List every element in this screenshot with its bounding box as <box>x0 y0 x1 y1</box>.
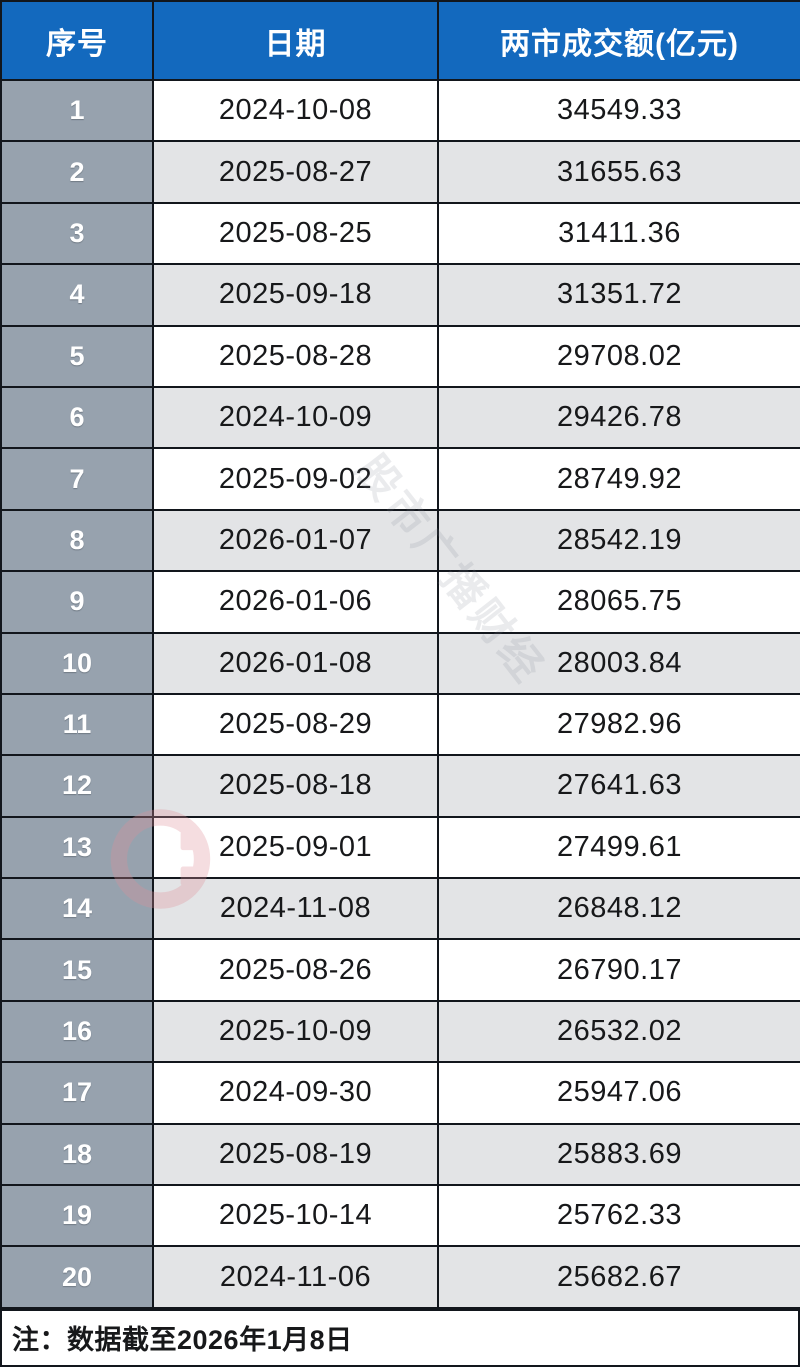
cell-amount: 25883.69 <box>437 1122 800 1187</box>
cell-date: 2024-11-06 <box>152 1245 439 1309</box>
table-row: 13 2025-09-01 27499.61 <box>0 815 800 880</box>
cell-date: 2025-08-29 <box>152 692 439 757</box>
cell-amount: 31655.63 <box>437 140 800 204</box>
cell-index: 10 <box>0 631 154 695</box>
table-row: 12 2025-08-18 27641.63 <box>0 754 800 818</box>
cell-index: 3 <box>0 201 154 266</box>
cell-amount: 28749.92 <box>437 447 800 511</box>
cell-amount: 29426.78 <box>437 385 800 450</box>
table-row: 10 2026-01-08 28003.84 <box>0 631 800 695</box>
table-body: 1 2024-10-08 34549.33 2 2025-08-27 31655.63 … <box>0 78 800 1309</box>
table-row: 5 2025-08-28 29708.02 <box>0 324 800 388</box>
cell-date: 2025-08-28 <box>152 324 439 388</box>
cell-date: 2026-01-07 <box>152 508 439 573</box>
cell-index: 6 <box>0 385 154 450</box>
cell-amount: 26790.17 <box>437 938 800 1002</box>
table-row: 15 2025-08-26 26790.17 <box>0 938 800 1002</box>
cell-amount: 25947.06 <box>437 1061 800 1125</box>
table-row: 20 2024-11-06 25682.67 <box>0 1245 800 1309</box>
header-row: 序号 日期 两市成交额(亿元) <box>0 0 800 81</box>
column-header-date: 日期 <box>152 0 439 81</box>
footer-note-text: 注：数据截至2026年1月8日 <box>12 1325 353 1356</box>
cell-index: 16 <box>0 999 154 1064</box>
cell-date: 2024-11-08 <box>152 877 439 941</box>
table-header: 序号 日期 两市成交额(亿元) <box>0 0 800 81</box>
table-row: 14 2024-11-08 26848.12 <box>0 877 800 941</box>
cell-amount: 26848.12 <box>437 877 800 941</box>
footer-note-row: 注：数据截至2026年1月8日 <box>0 1308 800 1367</box>
table-row: 2 2025-08-27 31655.63 <box>0 140 800 204</box>
cell-index: 2 <box>0 140 154 204</box>
cell-amount: 25682.67 <box>437 1245 800 1309</box>
cell-index: 12 <box>0 754 154 818</box>
table-row: 18 2025-08-19 25883.69 <box>0 1122 800 1187</box>
cell-date: 2026-01-06 <box>152 570 439 634</box>
cell-amount: 27641.63 <box>437 754 800 818</box>
cell-date: 2025-09-01 <box>152 815 439 880</box>
cell-index: 13 <box>0 815 154 880</box>
cell-index: 8 <box>0 508 154 573</box>
cell-date: 2025-08-27 <box>152 140 439 204</box>
cell-index: 20 <box>0 1245 154 1309</box>
cell-amount: 27499.61 <box>437 815 800 880</box>
cell-index: 18 <box>0 1122 154 1187</box>
table-row: 19 2025-10-14 25762.33 <box>0 1184 800 1248</box>
table-row: 8 2026-01-07 28542.19 <box>0 508 800 573</box>
cell-date: 2024-10-08 <box>152 78 439 143</box>
cell-date: 2025-08-26 <box>152 938 439 1002</box>
cell-index: 17 <box>0 1061 154 1125</box>
cell-amount: 31351.72 <box>437 263 800 327</box>
cell-index: 4 <box>0 263 154 327</box>
cell-amount: 25762.33 <box>437 1184 800 1248</box>
cell-date: 2026-01-08 <box>152 631 439 695</box>
cell-index: 1 <box>0 78 154 143</box>
column-header-index: 序号 <box>0 0 154 81</box>
table-row: 4 2025-09-18 31351.72 <box>0 263 800 327</box>
cell-index: 11 <box>0 692 154 757</box>
column-header-amount: 两市成交额(亿元) <box>437 0 800 81</box>
cell-amount: 34549.33 <box>437 78 800 143</box>
cell-amount: 28065.75 <box>437 570 800 634</box>
cell-date: 2025-08-19 <box>152 1122 439 1187</box>
table-row: 3 2025-08-25 31411.36 <box>0 201 800 266</box>
cell-index: 9 <box>0 570 154 634</box>
table-row: 7 2025-09-02 28749.92 <box>0 447 800 511</box>
table-row: 11 2025-08-29 27982.96 <box>0 692 800 757</box>
cell-index: 5 <box>0 324 154 388</box>
cell-amount: 28003.84 <box>437 631 800 695</box>
cell-date: 2025-08-18 <box>152 754 439 818</box>
cell-amount: 27982.96 <box>437 692 800 757</box>
cell-date: 2025-09-02 <box>152 447 439 511</box>
cell-index: 19 <box>0 1184 154 1248</box>
cell-date: 2025-10-14 <box>152 1184 439 1248</box>
table-row: 6 2024-10-09 29426.78 <box>0 385 800 450</box>
cell-amount: 28542.19 <box>437 508 800 573</box>
cell-index: 15 <box>0 938 154 1002</box>
cell-amount: 31411.36 <box>437 201 800 266</box>
cell-amount: 26532.02 <box>437 999 800 1064</box>
table-row: 17 2024-09-30 25947.06 <box>0 1061 800 1125</box>
cell-date: 2025-10-09 <box>152 999 439 1064</box>
cell-date: 2024-09-30 <box>152 1061 439 1125</box>
table-row: 16 2025-10-09 26532.02 <box>0 999 800 1064</box>
volume-ranking-table: 序号 日期 两市成交额(亿元) 1 2024-10-08 34549.33 2 202… <box>0 0 800 1309</box>
cell-date: 2025-08-25 <box>152 201 439 266</box>
cell-index: 14 <box>0 877 154 941</box>
cell-index: 7 <box>0 447 154 511</box>
table-row: 1 2024-10-08 34549.33 <box>0 78 800 143</box>
table-row: 9 2026-01-06 28065.75 <box>0 570 800 634</box>
cell-amount: 29708.02 <box>437 324 800 388</box>
cell-date: 2025-09-18 <box>152 263 439 327</box>
cell-date: 2024-10-09 <box>152 385 439 450</box>
